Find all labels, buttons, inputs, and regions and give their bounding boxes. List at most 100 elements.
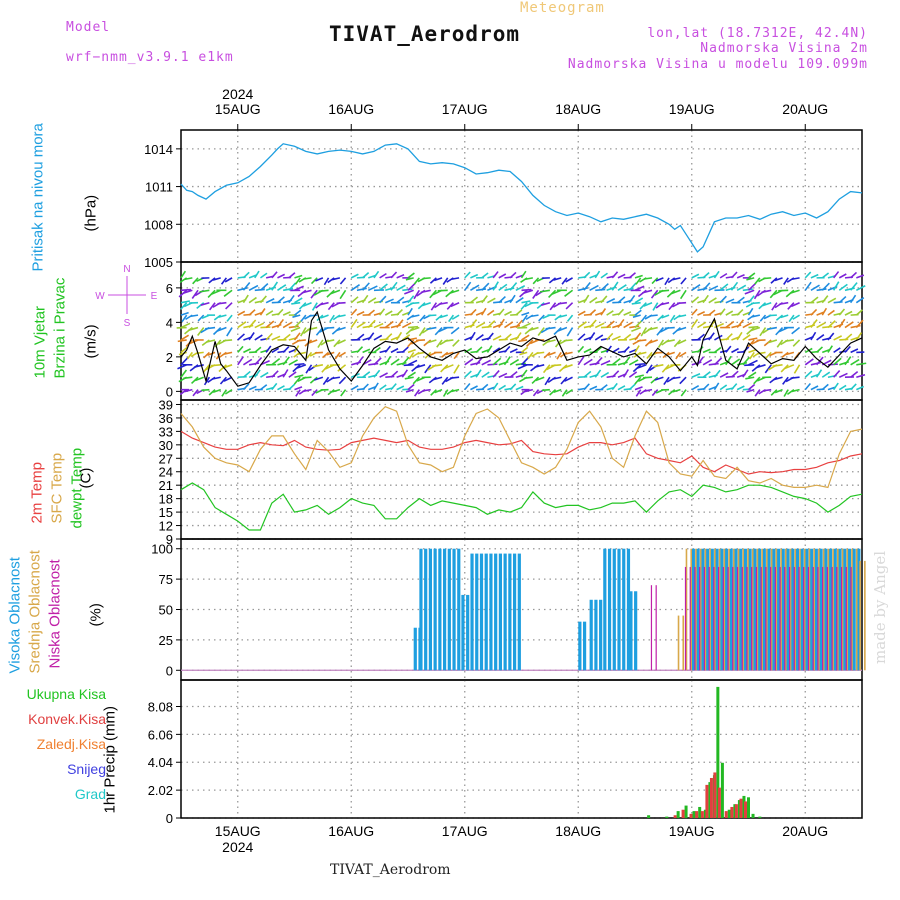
wind-barb [260,326,271,329]
mid-cloud-bar [718,548,721,671]
x-day-label-bottom: 17AUG [442,823,488,839]
wind-barb [321,351,330,359]
high-cloud-bar [589,599,593,671]
mid-cloud-bar [789,548,792,671]
convective-precip-bar [709,777,713,818]
wind-barb [713,382,720,391]
wind-barb [524,277,534,281]
low-cloud-bar [831,566,833,671]
low-cloud-bar [817,566,819,671]
wind-barb [833,357,842,366]
wind-barb [384,298,394,304]
wind-barb [742,311,751,316]
wind-barb [566,314,574,322]
wind-barb [787,302,795,310]
wind-barb [763,388,772,392]
wind-barb [475,288,487,292]
y-tick-label: 1011 [145,180,173,195]
wind-barb [424,364,432,374]
wind-barb [637,339,647,342]
high-cloud-bar [772,548,776,671]
wind-barb [781,351,789,358]
wind-barb [600,308,607,316]
wind-barb [427,339,437,344]
wind-barb [379,272,387,279]
high-cloud-bar [599,599,603,671]
wind-barb [396,296,405,304]
wind-barb [668,389,676,396]
wind-barb [850,383,857,391]
wind-barb [551,364,562,367]
wind-barb [747,282,757,291]
wind-barb [856,362,867,366]
wind-barb [216,326,227,332]
wind-barb [832,271,840,279]
wind-barb [405,388,414,393]
high-cloud-bar [413,627,417,671]
total-precip-bar [737,800,741,818]
wind-barb [524,326,534,335]
wind-barb [291,301,301,305]
wind-barb [557,326,568,332]
wind-barb [515,319,524,329]
wind-barb [379,295,387,304]
wind-barb [181,314,188,323]
wind-barb [600,371,610,378]
wind-barb [407,272,415,279]
wind-barb [271,271,278,279]
wind-barb [725,345,732,353]
wind-barb [810,385,819,391]
wind-barb [589,296,598,304]
y-tick-label: 30 [159,438,173,453]
high-cloud-bar [805,548,809,671]
wind-barb [810,331,817,341]
wind-barb [827,332,835,341]
wind-barb [509,358,520,366]
wind-barb [691,308,698,316]
wind-barb [565,277,573,283]
wind-barb [655,277,664,282]
wind-barb [631,326,641,333]
wind-barb [532,277,540,285]
y-tick-label: 6 [166,281,173,296]
wind-barb [504,321,514,329]
wind-barb [520,270,527,279]
wind-barb [515,297,524,304]
wind-barb [804,271,812,279]
wind-barb [395,331,403,341]
wind-barb [554,314,562,321]
x-day-label-top: 17AUG [442,101,488,117]
wind-barb [562,364,573,369]
wind-barb [294,386,303,391]
wind-barb [464,347,473,354]
wind-barb [464,271,471,279]
wind-barb [594,334,604,341]
wind-barb [452,339,460,347]
wind-barb [322,376,330,386]
high-cloud-bar [438,548,442,671]
wind-barb [764,364,772,374]
low-cloud-bar [807,566,810,671]
wind-barb [838,273,847,279]
wind-barb [783,389,789,397]
wind-barb [744,289,755,295]
high-cloud-bar [819,548,823,671]
wind-barb [307,326,318,331]
wind-barb [832,281,840,291]
high-cloud-bar [720,548,724,671]
wind-barb [547,351,556,357]
wind-barb [702,371,711,378]
total-precip-bar [742,795,746,818]
x-day-label-top: 20AUG [782,101,828,117]
wind-barb [577,333,586,341]
wind-barb [566,327,574,337]
mid-cloud-bar [813,548,815,671]
wind-barb [184,326,193,335]
wind-barb [563,339,573,342]
high-cloud-bar [762,548,766,671]
wind-barb [772,364,783,367]
wind-barb [856,373,866,378]
wind-barb [736,385,745,391]
wind-barb [407,371,416,378]
mid-cloud-bar [851,548,853,671]
